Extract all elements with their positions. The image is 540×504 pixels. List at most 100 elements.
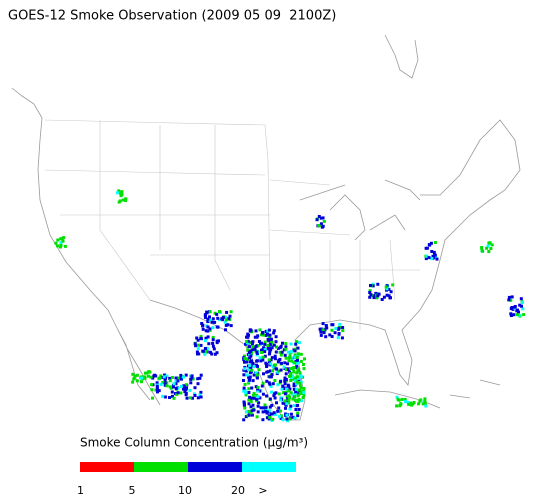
smoke-pixel bbox=[369, 284, 372, 287]
smoke-pixel bbox=[257, 368, 261, 372]
smoke-pixel bbox=[287, 356, 291, 360]
smoke-pixel bbox=[512, 313, 516, 317]
smoke-pixel bbox=[321, 328, 325, 332]
smoke-pixel bbox=[336, 336, 340, 340]
smoke-pixel bbox=[247, 409, 251, 413]
smoke-pixel bbox=[140, 380, 143, 384]
smoke-pixel bbox=[196, 396, 200, 400]
smoke-pixel bbox=[284, 378, 288, 381]
smoke-pixel bbox=[273, 396, 277, 400]
smoke-pixel bbox=[242, 418, 246, 422]
smoke-pixel bbox=[266, 344, 270, 347]
smoke-pixel bbox=[205, 311, 209, 315]
smoke-pixel bbox=[295, 364, 299, 368]
smoke-pixel bbox=[243, 367, 247, 371]
smoke-pixel bbox=[168, 379, 172, 383]
smoke-pixel bbox=[158, 376, 161, 380]
smoke-pixel bbox=[168, 396, 171, 399]
smoke-pixel bbox=[291, 366, 295, 370]
smoke-pixel bbox=[120, 190, 124, 194]
smoke-pixel bbox=[299, 373, 302, 377]
smoke-pixel bbox=[295, 399, 299, 403]
smoke-pixel bbox=[61, 239, 65, 243]
smoke-pixel bbox=[285, 417, 289, 421]
smoke-pixel bbox=[196, 352, 199, 356]
smoke-pixel bbox=[193, 392, 196, 396]
smoke-pixel bbox=[149, 375, 153, 379]
smoke-pixel bbox=[249, 363, 253, 367]
smoke-pixel bbox=[163, 395, 167, 399]
smoke-pixel bbox=[172, 396, 176, 400]
smoke-pixel bbox=[254, 385, 258, 389]
smoke-pixel bbox=[249, 341, 253, 344]
smoke-pixel bbox=[213, 352, 217, 356]
smoke-pixel bbox=[243, 360, 246, 364]
smoke-pixel bbox=[404, 400, 407, 404]
smoke-pixel bbox=[247, 368, 250, 372]
smoke-pixel bbox=[184, 373, 188, 377]
smoke-pixel bbox=[265, 410, 269, 414]
smoke-pixel bbox=[298, 388, 302, 392]
smoke-pixel bbox=[269, 384, 273, 388]
colorbar-tick-label: 20 bbox=[231, 484, 245, 497]
smoke-pixel bbox=[163, 382, 167, 386]
smoke-pixel bbox=[296, 394, 300, 398]
smoke-pixel bbox=[403, 398, 407, 401]
smoke-pixel bbox=[296, 411, 300, 415]
smoke-pixel bbox=[287, 368, 290, 372]
smoke-pixel bbox=[135, 373, 139, 377]
smoke-pixel bbox=[282, 391, 286, 395]
smoke-pixel bbox=[284, 347, 288, 351]
smoke-pixel bbox=[243, 388, 247, 392]
smoke-pixel bbox=[251, 379, 255, 383]
smoke-pixel bbox=[151, 396, 154, 400]
smoke-pixel bbox=[423, 400, 427, 404]
smoke-pixel bbox=[272, 411, 276, 415]
smoke-pixel bbox=[213, 320, 217, 324]
smoke-pixel bbox=[246, 335, 250, 339]
smoke-pixel bbox=[283, 379, 287, 383]
smoke-pixel bbox=[247, 378, 251, 382]
smoke-pixel bbox=[486, 244, 490, 248]
smoke-pixel bbox=[182, 384, 186, 388]
smoke-pixel bbox=[509, 314, 513, 317]
smoke-pixel bbox=[293, 355, 297, 359]
smoke-pixel bbox=[185, 396, 189, 400]
smoke-pixel bbox=[271, 417, 275, 421]
smoke-pixel bbox=[268, 369, 272, 373]
smoke-pixel bbox=[319, 222, 323, 226]
smoke-pixel bbox=[262, 333, 266, 337]
smoke-pixel bbox=[254, 329, 258, 333]
smoke-pixel bbox=[277, 406, 281, 410]
smoke-pixel bbox=[163, 383, 167, 387]
smoke-pixel bbox=[253, 347, 257, 351]
smoke-pixel bbox=[376, 294, 380, 298]
smoke-pixel bbox=[59, 241, 63, 245]
smoke-pixel bbox=[296, 367, 300, 371]
smoke-pixel bbox=[276, 409, 280, 413]
smoke-pixel bbox=[517, 313, 521, 317]
smoke-pixel bbox=[507, 295, 511, 299]
smoke-pixel bbox=[206, 335, 210, 339]
smoke-pixel bbox=[510, 295, 514, 299]
smoke-pixel bbox=[250, 343, 254, 346]
smoke-pixel bbox=[396, 397, 400, 401]
smoke-pixel bbox=[302, 393, 306, 397]
smoke-pixel bbox=[291, 415, 295, 419]
smoke-pixel bbox=[289, 412, 293, 416]
smoke-pixel bbox=[261, 392, 265, 396]
smoke-pixel bbox=[287, 389, 291, 393]
smoke-pixel bbox=[268, 346, 272, 350]
smoke-pixel bbox=[256, 364, 259, 368]
smoke-pixel bbox=[324, 324, 328, 327]
smoke-pixel bbox=[188, 396, 192, 400]
smoke-pixel bbox=[179, 373, 183, 377]
smoke-pixel bbox=[294, 379, 297, 382]
smoke-pixel bbox=[274, 391, 278, 395]
smoke-pixel bbox=[184, 383, 188, 387]
smoke-pixel bbox=[296, 352, 300, 356]
smoke-pixel bbox=[292, 387, 296, 391]
smoke-pixel bbox=[249, 400, 253, 404]
smoke-pixel bbox=[270, 403, 274, 407]
smoke-pixel bbox=[265, 379, 269, 383]
